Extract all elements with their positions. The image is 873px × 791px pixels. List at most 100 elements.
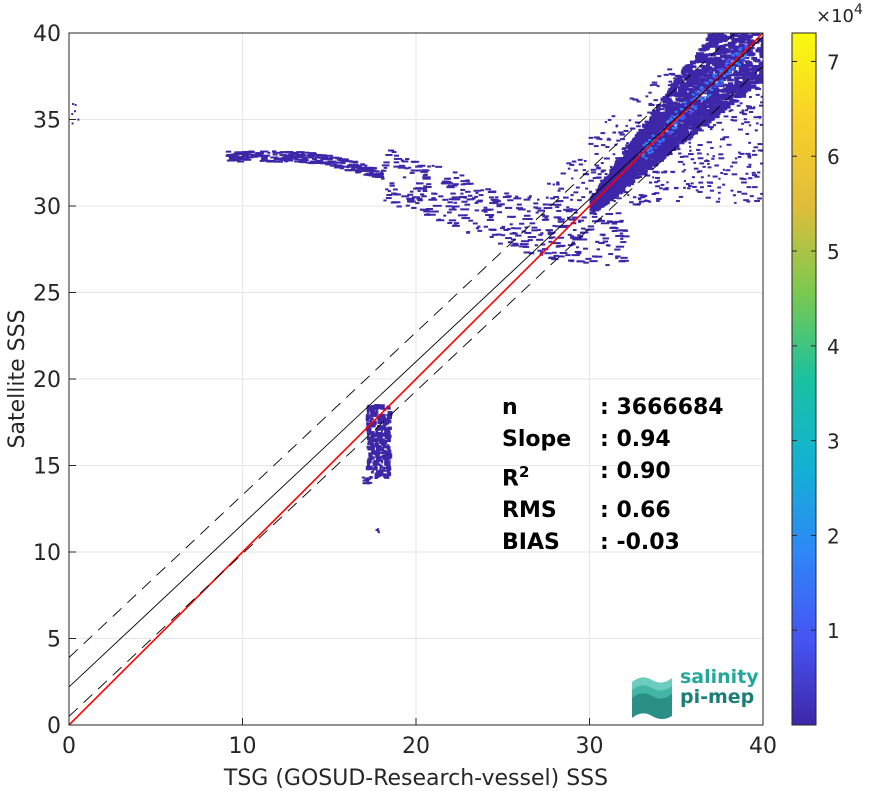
density-cell (689, 60, 696, 65)
density-cell (629, 201, 634, 204)
density-cell (670, 82, 676, 87)
density-cell (713, 56, 721, 60)
density-cell (705, 63, 711, 67)
density-cell (293, 155, 300, 158)
density-cell (722, 48, 730, 53)
density-cell (566, 162, 572, 165)
density-cell (730, 36, 735, 40)
density-cell (762, 34, 763, 38)
density-cell (674, 107, 680, 111)
density-cell (729, 57, 735, 61)
density-cell (727, 71, 731, 74)
density-cell (681, 170, 685, 173)
density-cell (649, 84, 653, 87)
density-cell (676, 148, 681, 151)
density-cell (750, 29, 755, 33)
density-cell (475, 191, 479, 194)
density-cell (572, 238, 579, 241)
density-cell (609, 192, 614, 196)
density-cell (383, 473, 387, 478)
density-cell (294, 160, 302, 163)
density-cell (323, 157, 330, 160)
density-cell (646, 148, 650, 151)
density-cell (386, 462, 391, 466)
density-cell (745, 132, 750, 135)
density-cell (697, 114, 704, 118)
density-cell (383, 439, 388, 445)
density-cell (629, 97, 634, 100)
density-cell (754, 199, 761, 202)
density-cell (270, 156, 279, 159)
density-cell (333, 162, 337, 165)
density-cell (694, 100, 702, 104)
density-cell (720, 172, 724, 175)
density-cell (722, 75, 726, 78)
density-cell (731, 66, 735, 69)
density-cell (379, 464, 382, 470)
density-cell (241, 157, 250, 160)
density-cell (485, 188, 491, 191)
density-cell (748, 111, 754, 114)
density-cell (660, 155, 667, 158)
density-cell (735, 29, 741, 33)
density-cell (654, 181, 659, 184)
density-cell (568, 208, 574, 211)
density-cell (523, 251, 531, 254)
density-cell (760, 44, 763, 48)
density-cell (376, 445, 382, 451)
density-cell (695, 130, 698, 133)
density-cell (739, 111, 745, 114)
density-cell (459, 174, 465, 177)
density-cell (273, 158, 282, 161)
density-cell (618, 260, 626, 263)
density-cell (706, 109, 713, 112)
density-cell (640, 161, 646, 164)
density-cell (650, 150, 654, 153)
density-cell (558, 187, 565, 190)
density-cell (519, 245, 528, 248)
density-cell (719, 138, 726, 141)
density-cell (656, 85, 660, 88)
density-cell (749, 85, 755, 88)
density-cell (552, 251, 557, 254)
density-cell (698, 82, 705, 86)
density-cell (662, 96, 667, 99)
density-cell (626, 178, 632, 182)
density-cell (688, 153, 694, 156)
density-cell (386, 465, 391, 469)
density-cell (365, 172, 372, 175)
density-cell (249, 156, 254, 159)
density-cell (392, 188, 398, 191)
density-cell (537, 228, 542, 231)
density-cell (535, 211, 539, 214)
density-cell (344, 169, 354, 172)
density-cell (304, 151, 310, 154)
density-cell (380, 427, 383, 433)
density-cell (692, 97, 696, 100)
density-cell (284, 154, 289, 157)
density-cell (577, 158, 583, 161)
density-cell (294, 158, 299, 161)
density-cell (709, 79, 713, 82)
density-cell (686, 99, 694, 102)
density-cell (744, 45, 748, 48)
density-cell (729, 109, 734, 112)
density-cell (385, 197, 389, 200)
density-cell (634, 175, 643, 178)
density-cell (746, 200, 751, 203)
density-cell (724, 100, 729, 103)
density-cell (717, 186, 722, 189)
density-cell (738, 94, 747, 98)
density-cell (466, 180, 470, 183)
density-cell (435, 165, 443, 168)
density-cell (417, 164, 426, 167)
density-cell (649, 162, 657, 166)
density-cell (762, 80, 763, 83)
density-cell (374, 413, 377, 418)
density-cell (542, 215, 549, 218)
density-cell (557, 189, 561, 192)
density-cell (393, 161, 400, 164)
density-cell (703, 111, 712, 116)
density-cell (643, 146, 647, 149)
stat-row-n: n: 3666684 (502, 395, 724, 420)
